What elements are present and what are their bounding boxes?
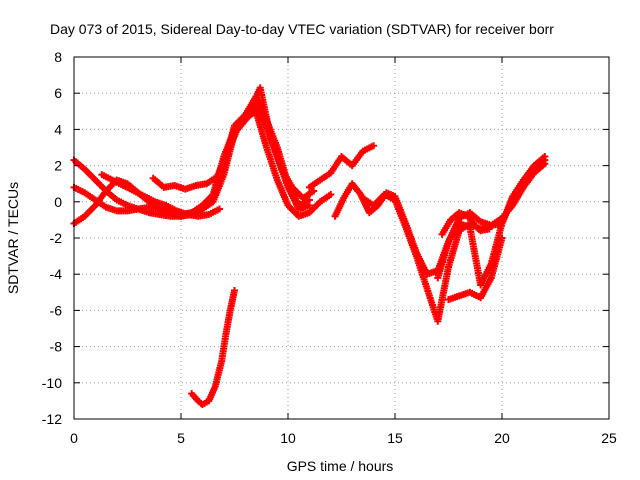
series-arc-e [150,84,318,201]
y-tick-label: 4 [54,121,62,137]
x-axis-label: GPS time / hours [287,458,394,474]
x-tick-label: 0 [70,430,78,446]
x-tick-label: 10 [280,430,296,446]
y-tick-label: -8 [50,339,63,355]
y-tick-label: -10 [42,375,62,391]
x-tick-label: 15 [387,430,403,446]
axis-ticks: 0 5 10 15 20 25 -12 -10 -8 -6 -4 -2 0 2 4 6 8 [42,49,617,446]
x-tick-label: 25 [601,430,617,446]
y-tick-label: 6 [54,85,62,101]
series-arc-f [306,142,377,191]
series-arc-l [188,287,238,408]
y-tick-label: -6 [50,302,63,318]
grid-lines [74,57,609,419]
y-tick-label: 8 [54,49,62,65]
y-tick-label: 2 [54,158,62,174]
y-tick-label: -2 [50,230,63,246]
y-tick-label: 0 [54,194,62,210]
sdtvar-chart: Day 073 of 2015, Sidereal Day-to-day VTE… [0,0,640,480]
plot-area [71,84,549,408]
chart-title: Day 073 of 2015, Sidereal Day-to-day VTE… [50,21,554,37]
x-tick-label: 5 [177,430,185,446]
y-tick-label: -4 [50,266,63,282]
x-tick-label: 20 [494,430,510,446]
y-axis-label: SDTVAR / TECUs [5,182,21,294]
y-tick-label: -12 [42,411,62,427]
